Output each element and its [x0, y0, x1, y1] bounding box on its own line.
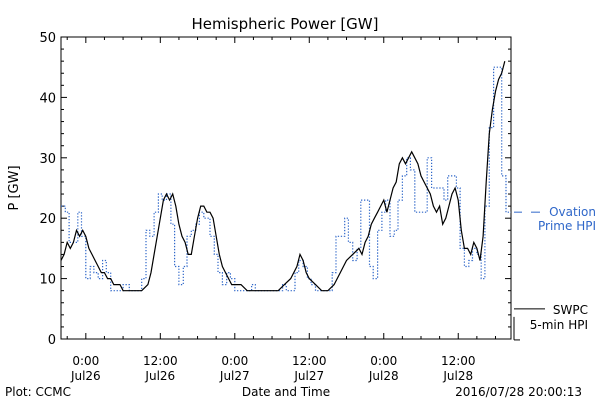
x-axis-label: Date and Time: [242, 385, 330, 399]
x-tick-label-date: Jul27: [219, 369, 250, 383]
y-tick-label: 30: [39, 152, 56, 167]
chart-title: Hemispheric Power [GW]: [192, 15, 379, 33]
y-tick-label: 10: [39, 273, 56, 288]
y-tick-label: 50: [39, 31, 56, 46]
x-tick-label-date: Jul26: [70, 369, 101, 383]
swpc-legend-label: SWPC: [553, 303, 588, 317]
ovation-legend-label: Ovation: [549, 205, 596, 219]
x-tick-label-date: Jul27: [293, 369, 324, 383]
x-tick-label-time: 12:00: [143, 354, 178, 368]
x-tick-label-time: 0:00: [370, 354, 397, 368]
plot-credit: Plot: CCMC: [5, 385, 71, 399]
y-tick-label: 20: [39, 212, 56, 227]
series-layer: [60, 61, 511, 292]
x-axis-ticks: 0:00Jul2612:00Jul260:00Jul2712:00Jul270:…: [66, 37, 496, 383]
ovation-legend-label-2: Prime HPI: [538, 219, 596, 233]
x-tick-label-time: 12:00: [292, 354, 327, 368]
y-tick-label: 0: [48, 333, 56, 348]
x-tick-label-time: 0:00: [72, 354, 99, 368]
x-tick-label-date: Jul28: [442, 369, 473, 383]
plot-frame: [60, 36, 512, 340]
y-tick-label: 40: [39, 91, 56, 106]
x-tick-label-time: 12:00: [441, 354, 476, 368]
x-tick-label-time: 0:00: [221, 354, 248, 368]
x-tick-label-date: Jul26: [144, 369, 175, 383]
plot-timestamp: 2016/07/28 20:00:13: [455, 385, 582, 399]
y-axis-label: P [GW]: [7, 165, 22, 210]
ovation-prime-hpi-line: [61, 66, 511, 292]
swpc-legend-label-2: 5-min HPI: [530, 318, 588, 332]
swpc-hpi-line: [60, 61, 506, 292]
x-tick-label-date: Jul28: [368, 369, 399, 383]
y-axis-ticks: 0 10 20 30 40 50: [39, 31, 511, 348]
